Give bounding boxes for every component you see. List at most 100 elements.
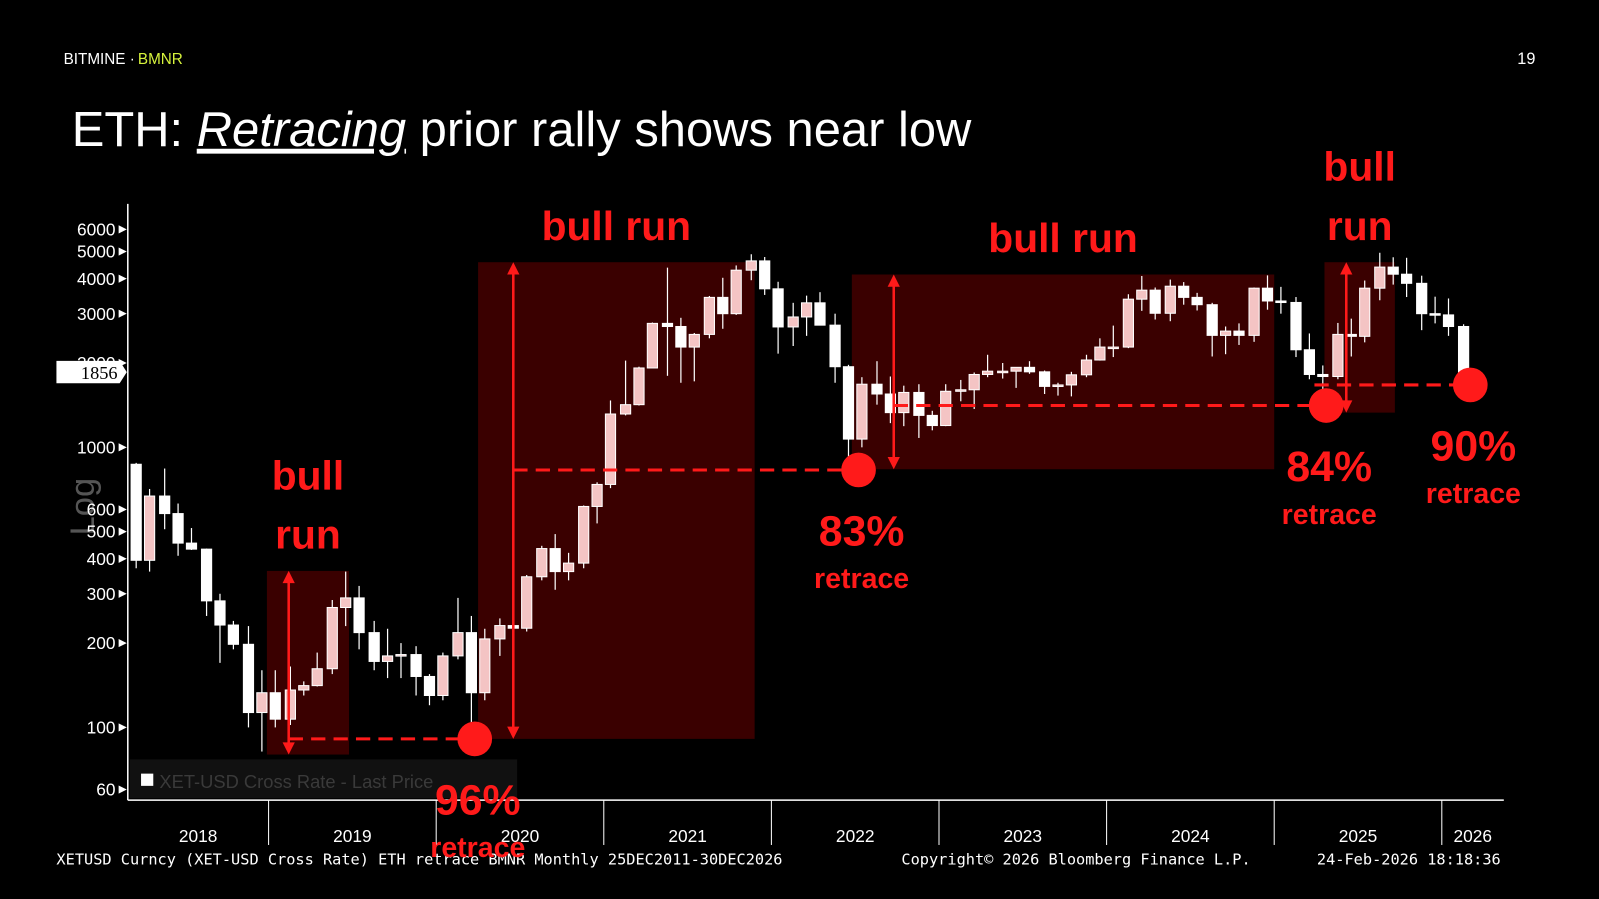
candle-body (842, 366, 855, 440)
y-tick-label: 400 (87, 549, 116, 569)
candle-body (172, 513, 184, 544)
y-tick-label: 500 (87, 522, 116, 542)
region-label: run (275, 511, 341, 557)
candle-body (269, 692, 281, 720)
arrow-head (282, 742, 295, 755)
brand-ticker: BMNR (138, 51, 183, 68)
candle-body (536, 548, 548, 578)
y-tick-label: 1000 (77, 437, 116, 457)
region-label: bull run (542, 203, 691, 249)
candle-body (1164, 285, 1176, 314)
candle-body (242, 643, 255, 714)
candle-body (562, 562, 575, 573)
title-emphasis: Retracing (197, 103, 406, 157)
candle-body (926, 414, 938, 427)
footer-right: 24-Feb-2026 18:18:36 (1317, 850, 1501, 868)
candle-body (968, 373, 980, 391)
y-tick (118, 309, 127, 318)
candle-body (997, 370, 1009, 374)
candle-body (829, 324, 841, 368)
candle-body (646, 322, 659, 369)
candle-body (326, 606, 338, 670)
candle-body (1275, 300, 1287, 304)
arrow-head (507, 726, 520, 739)
candle-body (185, 542, 198, 550)
candle-body (479, 638, 491, 694)
x-tick-label: 2021 (668, 826, 707, 846)
footer-left: XETUSD Curncy (XET-USD Cross Rate) ETH r… (56, 850, 782, 868)
bull-run-region (851, 274, 1275, 470)
candle-body (981, 370, 994, 375)
candle-body (143, 495, 156, 561)
chart: 6010020030040050060010002000300040005000… (56, 144, 1521, 868)
x-tick-label: 2020 (501, 826, 540, 846)
candle-body (940, 390, 952, 427)
candle-body (884, 393, 896, 414)
arrow-head (887, 274, 900, 287)
candle-body (578, 505, 590, 564)
candle-body (1052, 384, 1064, 387)
candle-body (549, 548, 561, 573)
candle-body (1080, 359, 1093, 376)
x-tick-label: 2025 (1339, 826, 1378, 846)
y-tick-label: 60 (96, 780, 115, 800)
candle-body (311, 668, 323, 687)
arrow-head (507, 262, 520, 275)
candle-body (688, 333, 700, 348)
candle-body (787, 316, 799, 328)
region-label: bull (1323, 144, 1395, 190)
title-part: prior rally shows near low (406, 103, 972, 157)
candle-body (1178, 285, 1190, 298)
candle-body (381, 655, 394, 662)
candle-body (604, 413, 617, 485)
legend-label: XET-USD Cross Rate - Last Price (159, 771, 433, 792)
retrace-word: retrace (1426, 478, 1521, 510)
candle-body (1038, 371, 1051, 387)
region-label: bull run (988, 215, 1137, 261)
y-tick (118, 247, 127, 256)
candle-body (1149, 289, 1161, 314)
candle-body (898, 391, 910, 414)
candle-body (130, 463, 142, 561)
candle-body (1206, 304, 1218, 336)
y-tick (118, 527, 127, 536)
candle-body (1429, 313, 1441, 316)
retrace-percent: 83% (819, 507, 905, 555)
arrow-head (282, 570, 295, 584)
candle-body (200, 548, 213, 602)
candle-body (1374, 266, 1386, 289)
arrow-head (887, 457, 900, 470)
candle-body (1233, 330, 1245, 336)
y-tick-label: 200 (87, 633, 116, 653)
retrace-word: retrace (814, 563, 909, 595)
candle-body (717, 296, 729, 315)
candle-body (1359, 287, 1371, 337)
y-tick-label: 600 (87, 500, 116, 520)
y-tick (118, 554, 127, 563)
candle-body (1248, 287, 1260, 336)
y-tick-label: 3000 (77, 304, 116, 324)
y-tick (118, 505, 127, 514)
candle-body (298, 685, 310, 691)
candle-body (619, 404, 632, 415)
candle-body (1457, 325, 1470, 373)
candle-body (452, 632, 464, 657)
candle-body (591, 483, 603, 507)
x-tick-label: 2018 (179, 826, 218, 846)
candle-body (772, 288, 784, 328)
arrow-head (1340, 262, 1353, 275)
candle-body (256, 692, 268, 714)
y-tick-label: 5000 (77, 242, 116, 262)
candle-body (1065, 374, 1078, 386)
x-tick-label: 2022 (836, 826, 875, 846)
candle-body (955, 389, 967, 392)
candle-body (284, 689, 296, 720)
candle-body (1387, 266, 1399, 275)
candle-body (494, 625, 506, 640)
y-axis-label: Log (64, 478, 102, 536)
candle-body (1332, 333, 1344, 378)
candle-body (395, 654, 407, 657)
candle-body (214, 600, 226, 626)
retrace-percent: 90% (1431, 422, 1517, 470)
